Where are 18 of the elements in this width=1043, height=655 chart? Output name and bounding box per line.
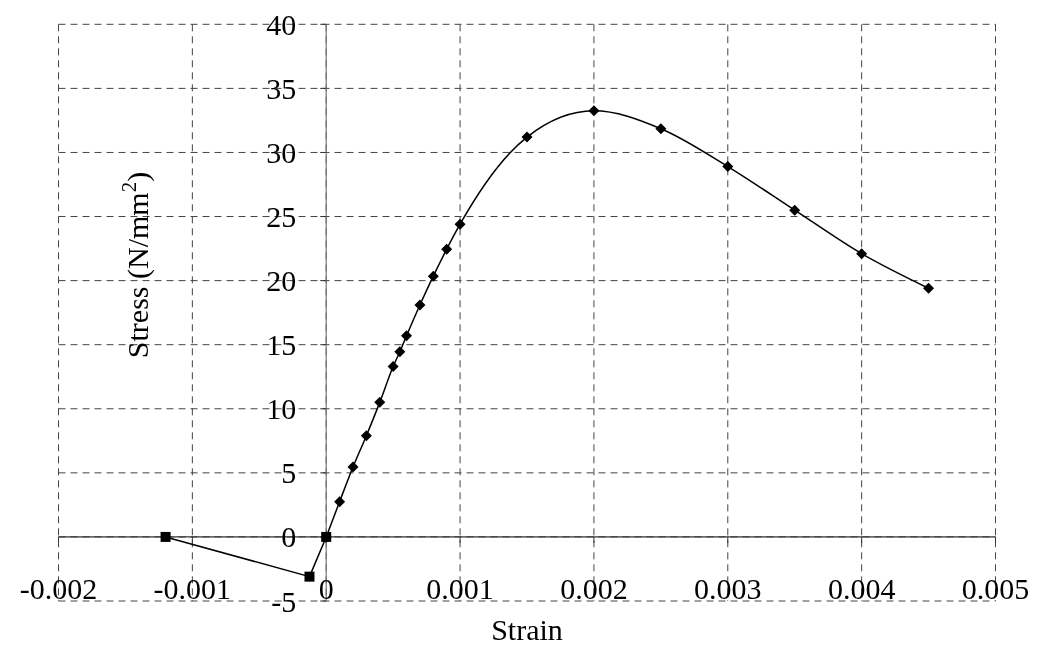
y-tick-label: 25 [266, 200, 297, 234]
y-tick-label: 15 [266, 328, 297, 362]
x-tick-label: 0.001 [426, 572, 494, 605]
y-tick-label: 40 [266, 7, 297, 41]
x-tick-label: -0.001 [153, 572, 232, 605]
y-tick-label: 10 [266, 392, 297, 426]
y-tick-label: 5 [281, 456, 297, 490]
x-tick-label: 0 [318, 572, 334, 605]
x-tick-label: 0.005 [961, 572, 1030, 605]
x-tick-label: 0.002 [560, 572, 628, 605]
x-tick-label: -0.002 [19, 572, 98, 605]
x-tick-label: 0.004 [827, 572, 896, 605]
y-tick-label: 20 [266, 264, 297, 298]
y-tick-label: -5 [271, 584, 297, 618]
y-tick-label: 30 [266, 135, 297, 169]
x-axis-title: Strain [491, 613, 563, 646]
y-tick-label: 35 [266, 71, 297, 105]
x-tick-label: 0.003 [694, 572, 762, 605]
